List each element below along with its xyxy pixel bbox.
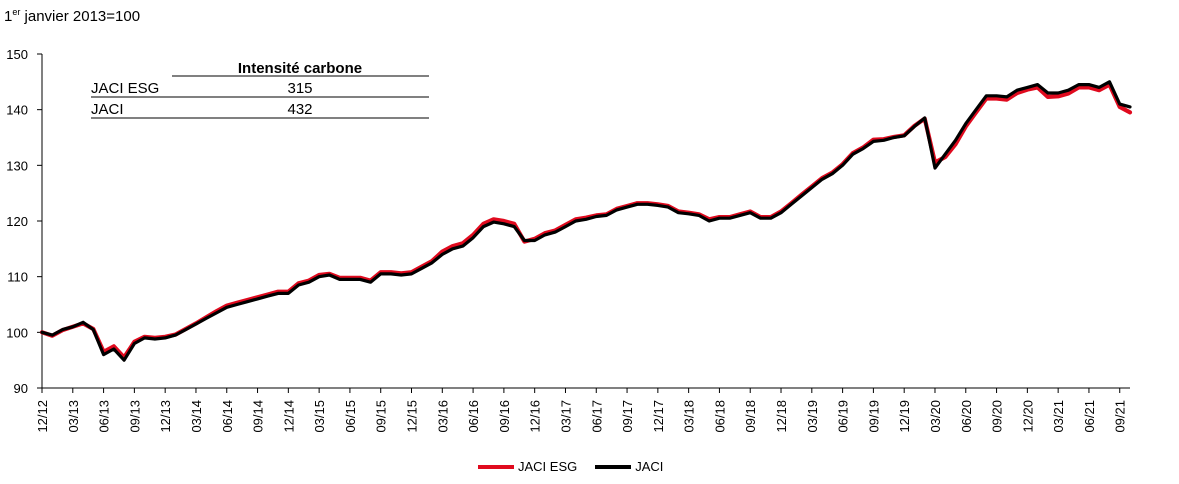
x-tick-label: 06/19 [836,400,851,433]
chart-axes: 90 100 110 120 130 140 150 12/12 03/13 06/13 09/13… [6,47,1130,433]
chart-legend: JACI ESG JACI [478,459,681,474]
table-row-value: 432 [287,101,312,118]
x-tick-label: 09/19 [866,400,881,433]
x-tick-label: 09/21 [1113,400,1128,433]
series-line-jaci-esg [39,82,1133,360]
series-line-jaci [40,80,1132,362]
x-tick-label: 09/14 [251,400,266,433]
table-row-name: JACI [91,101,124,118]
x-tick-label: 06/15 [343,400,358,433]
x-tick-label: 03/17 [558,400,573,433]
x-tick-label: 06/14 [220,400,235,433]
x-tick-label: 03/20 [928,400,943,433]
x-tick-label: 03/19 [805,400,820,433]
x-tick-label: 09/20 [990,400,1005,433]
x-tick-label: 06/17 [589,400,604,433]
y-tick-label: 140 [6,103,28,118]
x-tick-label: 12/19 [897,400,912,433]
unit-label-main: 1 [4,8,13,25]
table-row-name: JACI ESG [91,80,159,97]
x-tick-label: 12/13 [158,400,173,433]
x-tick-label: 06/13 [97,400,112,433]
legend-label-jaci-esg: JACI ESG [518,459,578,474]
x-tick-label: 03/16 [435,400,450,433]
y-tick-label: 150 [6,47,28,62]
y-tick-label: 90 [14,381,28,396]
x-tick-label: 12/15 [405,400,420,433]
y-tick-label: 110 [7,270,28,285]
x-tick-label: 03/21 [1051,400,1066,433]
legend-label-jaci: JACI [635,459,664,474]
x-tick-label: 06/18 [712,400,727,433]
x-tick-label: 09/13 [127,400,142,433]
x-tick-label: 12/17 [651,400,666,433]
x-tick-label: 09/15 [374,400,389,433]
x-tick-label: 03/15 [312,400,327,433]
x-tick-label: 06/21 [1082,400,1097,433]
y-tick-label: 100 [6,325,28,340]
line-chart: 90 100 110 120 130 140 150 12/12 03/13 06/13 09/13… [6,47,1133,433]
y-tick-label: 120 [6,214,28,229]
x-tick-label: 12/12 [35,400,50,433]
x-tick-label: 03/13 [66,400,81,433]
x-tick-label: 12/20 [1020,400,1035,433]
unit-label-sup: er [12,7,21,17]
chart-series [39,80,1133,362]
table-header: Intensité carbone [238,60,362,77]
unit-label-rest: janvier 2013=100 [20,8,141,25]
legend-item-jaci-esg: JACI ESG [478,459,577,474]
y-unit-label: 1er janvier 2013=100 [4,7,141,25]
y-tick-label: 130 [6,158,28,173]
x-tick-label: 12/14 [281,400,296,433]
x-tick-label: 09/18 [743,400,758,433]
legend-swatch-jaci [595,464,632,469]
x-tick-label: 03/14 [189,400,204,433]
x-tick-label: 06/20 [959,400,974,433]
carbon-intensity-table: Intensité carbone JACI ESG 315 JACI 432 [91,60,429,119]
x-tick-label: 09/17 [620,400,635,433]
x-tick-label: 12/18 [774,400,789,433]
legend-swatch-jaci-esg [478,464,514,469]
table-row-value: 315 [287,80,312,97]
x-tick-label: 03/18 [682,400,697,433]
legend-item-jaci: JACI [595,459,663,474]
x-tick-label: 12/16 [528,400,543,433]
x-tick-label: 09/16 [497,400,512,433]
x-tick-label: 06/16 [466,400,481,433]
